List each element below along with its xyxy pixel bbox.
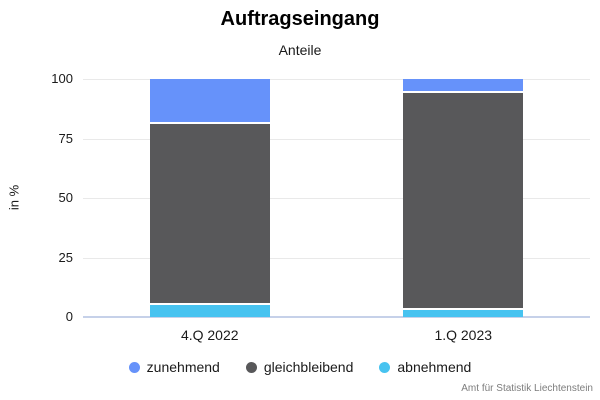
bar-4.Q 2022 <box>149 79 270 317</box>
legend-label-zunehmend: zunehmend <box>146 359 220 375</box>
y-tick-label-0: 0 <box>65 309 73 324</box>
legend-label-gleichbleibend: gleichbleibend <box>263 359 354 375</box>
gridline-75 <box>83 138 590 140</box>
legend-item-abnehmend: abnehmend <box>379 359 471 375</box>
gridline-100 <box>83 79 590 80</box>
bar-segment-abnehmend <box>149 305 270 317</box>
legend-marker-gleichbleibend <box>245 361 257 373</box>
legend-item-zunehmend: zunehmend <box>128 359 220 375</box>
x-axis-label-4.Q 2022: 4.Q 2022 <box>180 327 239 343</box>
y-tick-label-75: 75 <box>58 130 73 146</box>
chart-title: Auftragseingang <box>220 8 380 30</box>
gridline-50 <box>83 198 590 199</box>
y-tick-label-25: 25 <box>58 249 73 265</box>
plot-area: 0 25 50 75 100 4.Q 2022 1.Q 2023 <box>51 71 590 343</box>
bar-segment-zunehmend <box>149 79 270 125</box>
bar-segment-abnehmend <box>403 309 524 317</box>
legend-label-abnehmend: abnehmend <box>397 359 472 375</box>
y-tick-label-50: 50 <box>58 190 73 205</box>
y-tick-label-100: 100 <box>51 71 73 86</box>
y-axis-title: in % <box>6 184 22 211</box>
bar-segment-gleichbleibend <box>403 93 524 310</box>
bar-segment-zunehmend <box>403 79 524 94</box>
chart-subtitle: Anteile <box>278 42 322 58</box>
legend-marker-abnehmend <box>379 361 391 373</box>
legend-item-gleichbleibend: gleichbleibend <box>245 359 354 375</box>
legend-marker-zunehmend <box>128 361 140 373</box>
legend: zunehmend gleichbleibend abnehmend <box>0 359 600 375</box>
x-axis-label-1.Q 2023: 1.Q 2023 <box>434 327 493 343</box>
gridline-0 <box>83 316 590 318</box>
source-credit: Amt für Statistik Liechtenstein <box>461 383 593 394</box>
bar-segment-gleichbleibend <box>149 124 270 306</box>
gridline-25 <box>83 257 590 259</box>
bar-1.Q 2023 <box>403 79 524 317</box>
